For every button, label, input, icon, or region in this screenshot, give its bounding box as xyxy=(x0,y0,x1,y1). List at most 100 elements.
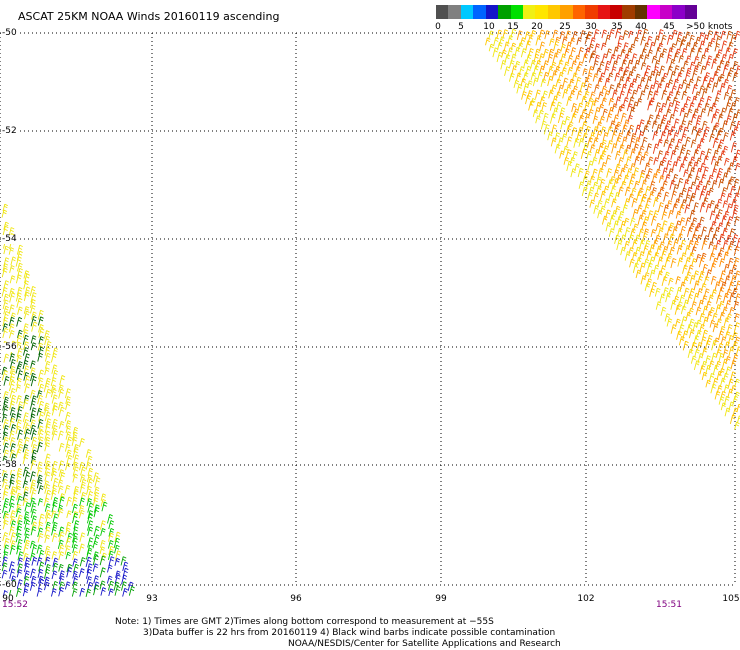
wind-barb xyxy=(31,443,38,453)
wind-barb xyxy=(605,209,611,219)
wind-barb xyxy=(670,190,677,201)
wind-barb xyxy=(683,60,689,69)
wind-barb xyxy=(542,90,548,100)
wind-barb xyxy=(622,204,629,214)
wind-barb xyxy=(715,360,722,369)
wind-barb xyxy=(666,129,673,141)
wind-barb xyxy=(555,78,562,87)
wind-barb xyxy=(566,136,573,147)
wind-barb xyxy=(592,115,599,124)
wind-barb xyxy=(23,291,30,302)
wind-barb xyxy=(684,245,691,255)
wind-barb xyxy=(554,132,561,142)
wind-barb xyxy=(681,79,688,88)
wind-barb xyxy=(591,156,598,165)
wind-barb xyxy=(691,95,698,105)
wind-barb xyxy=(79,557,86,567)
wind-barb xyxy=(625,144,632,153)
wind-barb xyxy=(3,391,9,399)
wind-barb xyxy=(50,377,57,387)
wind-barb xyxy=(9,473,16,483)
wind-barb xyxy=(709,252,715,261)
wind-barb xyxy=(692,161,699,172)
wind-barb xyxy=(122,561,129,572)
wind-barb xyxy=(603,66,610,75)
wind-barb xyxy=(528,48,534,58)
wind-barb xyxy=(620,112,627,123)
wind-barb xyxy=(30,367,36,376)
wind-barb xyxy=(714,53,721,63)
longitude-label: 99 xyxy=(435,594,447,604)
wind-barb xyxy=(653,80,659,89)
wind-barb xyxy=(509,59,515,69)
wind-barb xyxy=(705,148,712,159)
wind-barb xyxy=(689,222,695,231)
wind-barb xyxy=(600,126,607,135)
wind-barb xyxy=(732,341,738,351)
wind-barb xyxy=(701,132,708,142)
wind-barb xyxy=(107,540,114,549)
wind-barb xyxy=(684,149,691,161)
wind-barb xyxy=(58,587,65,597)
wind-barb xyxy=(587,191,593,201)
wind-barb xyxy=(586,150,592,160)
wind-barb xyxy=(692,41,699,52)
wind-barb xyxy=(694,185,701,196)
wind-barb xyxy=(72,466,79,477)
colorbar-tick-label: 0 xyxy=(435,22,441,32)
wind-barb xyxy=(9,387,16,398)
wind-barb xyxy=(666,34,673,45)
wind-barb xyxy=(30,455,37,464)
wind-barb xyxy=(37,498,44,506)
wind-barb xyxy=(31,515,37,525)
time-label-right: 15:51 xyxy=(656,600,682,610)
wind-barb xyxy=(16,286,23,296)
wind-barb xyxy=(699,312,705,322)
wind-barb xyxy=(705,180,711,190)
wind-barb xyxy=(729,292,736,303)
wind-barb xyxy=(17,551,24,561)
wind-barb xyxy=(664,313,671,322)
wind-barb xyxy=(735,293,740,303)
wind-barb xyxy=(682,264,688,274)
wind-barb xyxy=(690,181,696,190)
wind-barb xyxy=(688,318,695,328)
wind-barb xyxy=(614,72,621,82)
wind-barb xyxy=(121,581,127,591)
wind-barb xyxy=(58,406,65,417)
wind-barb xyxy=(24,286,31,297)
wind-barb xyxy=(17,563,23,573)
wind-barb xyxy=(643,258,650,267)
wind-barb xyxy=(689,274,696,285)
wind-barb xyxy=(659,241,665,250)
colorbar-swatch xyxy=(585,5,599,19)
wind-barb xyxy=(581,95,587,105)
wind-barb xyxy=(44,534,50,544)
wind-barb xyxy=(2,502,9,513)
wind-barb xyxy=(574,66,581,76)
wind-barb xyxy=(680,305,687,315)
wind-barb xyxy=(45,513,52,524)
wind-barb xyxy=(37,352,44,362)
wind-barb xyxy=(732,113,738,123)
wind-barb xyxy=(676,138,683,148)
wind-barb xyxy=(36,441,43,453)
wind-barb xyxy=(92,555,99,566)
wind-barb xyxy=(9,417,16,429)
wind-barb xyxy=(600,205,606,214)
wind-barb xyxy=(705,203,712,213)
wind-barb xyxy=(644,272,650,280)
wind-barb xyxy=(693,65,699,75)
wind-barb xyxy=(8,495,15,506)
wind-barb xyxy=(16,395,22,404)
wind-barb xyxy=(689,47,696,57)
wind-barb xyxy=(37,461,43,470)
wind-barb xyxy=(712,70,719,81)
wind-barb xyxy=(16,297,23,308)
wind-barb xyxy=(44,346,51,356)
wind-barb xyxy=(37,418,44,429)
wind-barb xyxy=(66,563,73,573)
wind-barb xyxy=(641,136,648,147)
wind-barb xyxy=(58,388,65,399)
